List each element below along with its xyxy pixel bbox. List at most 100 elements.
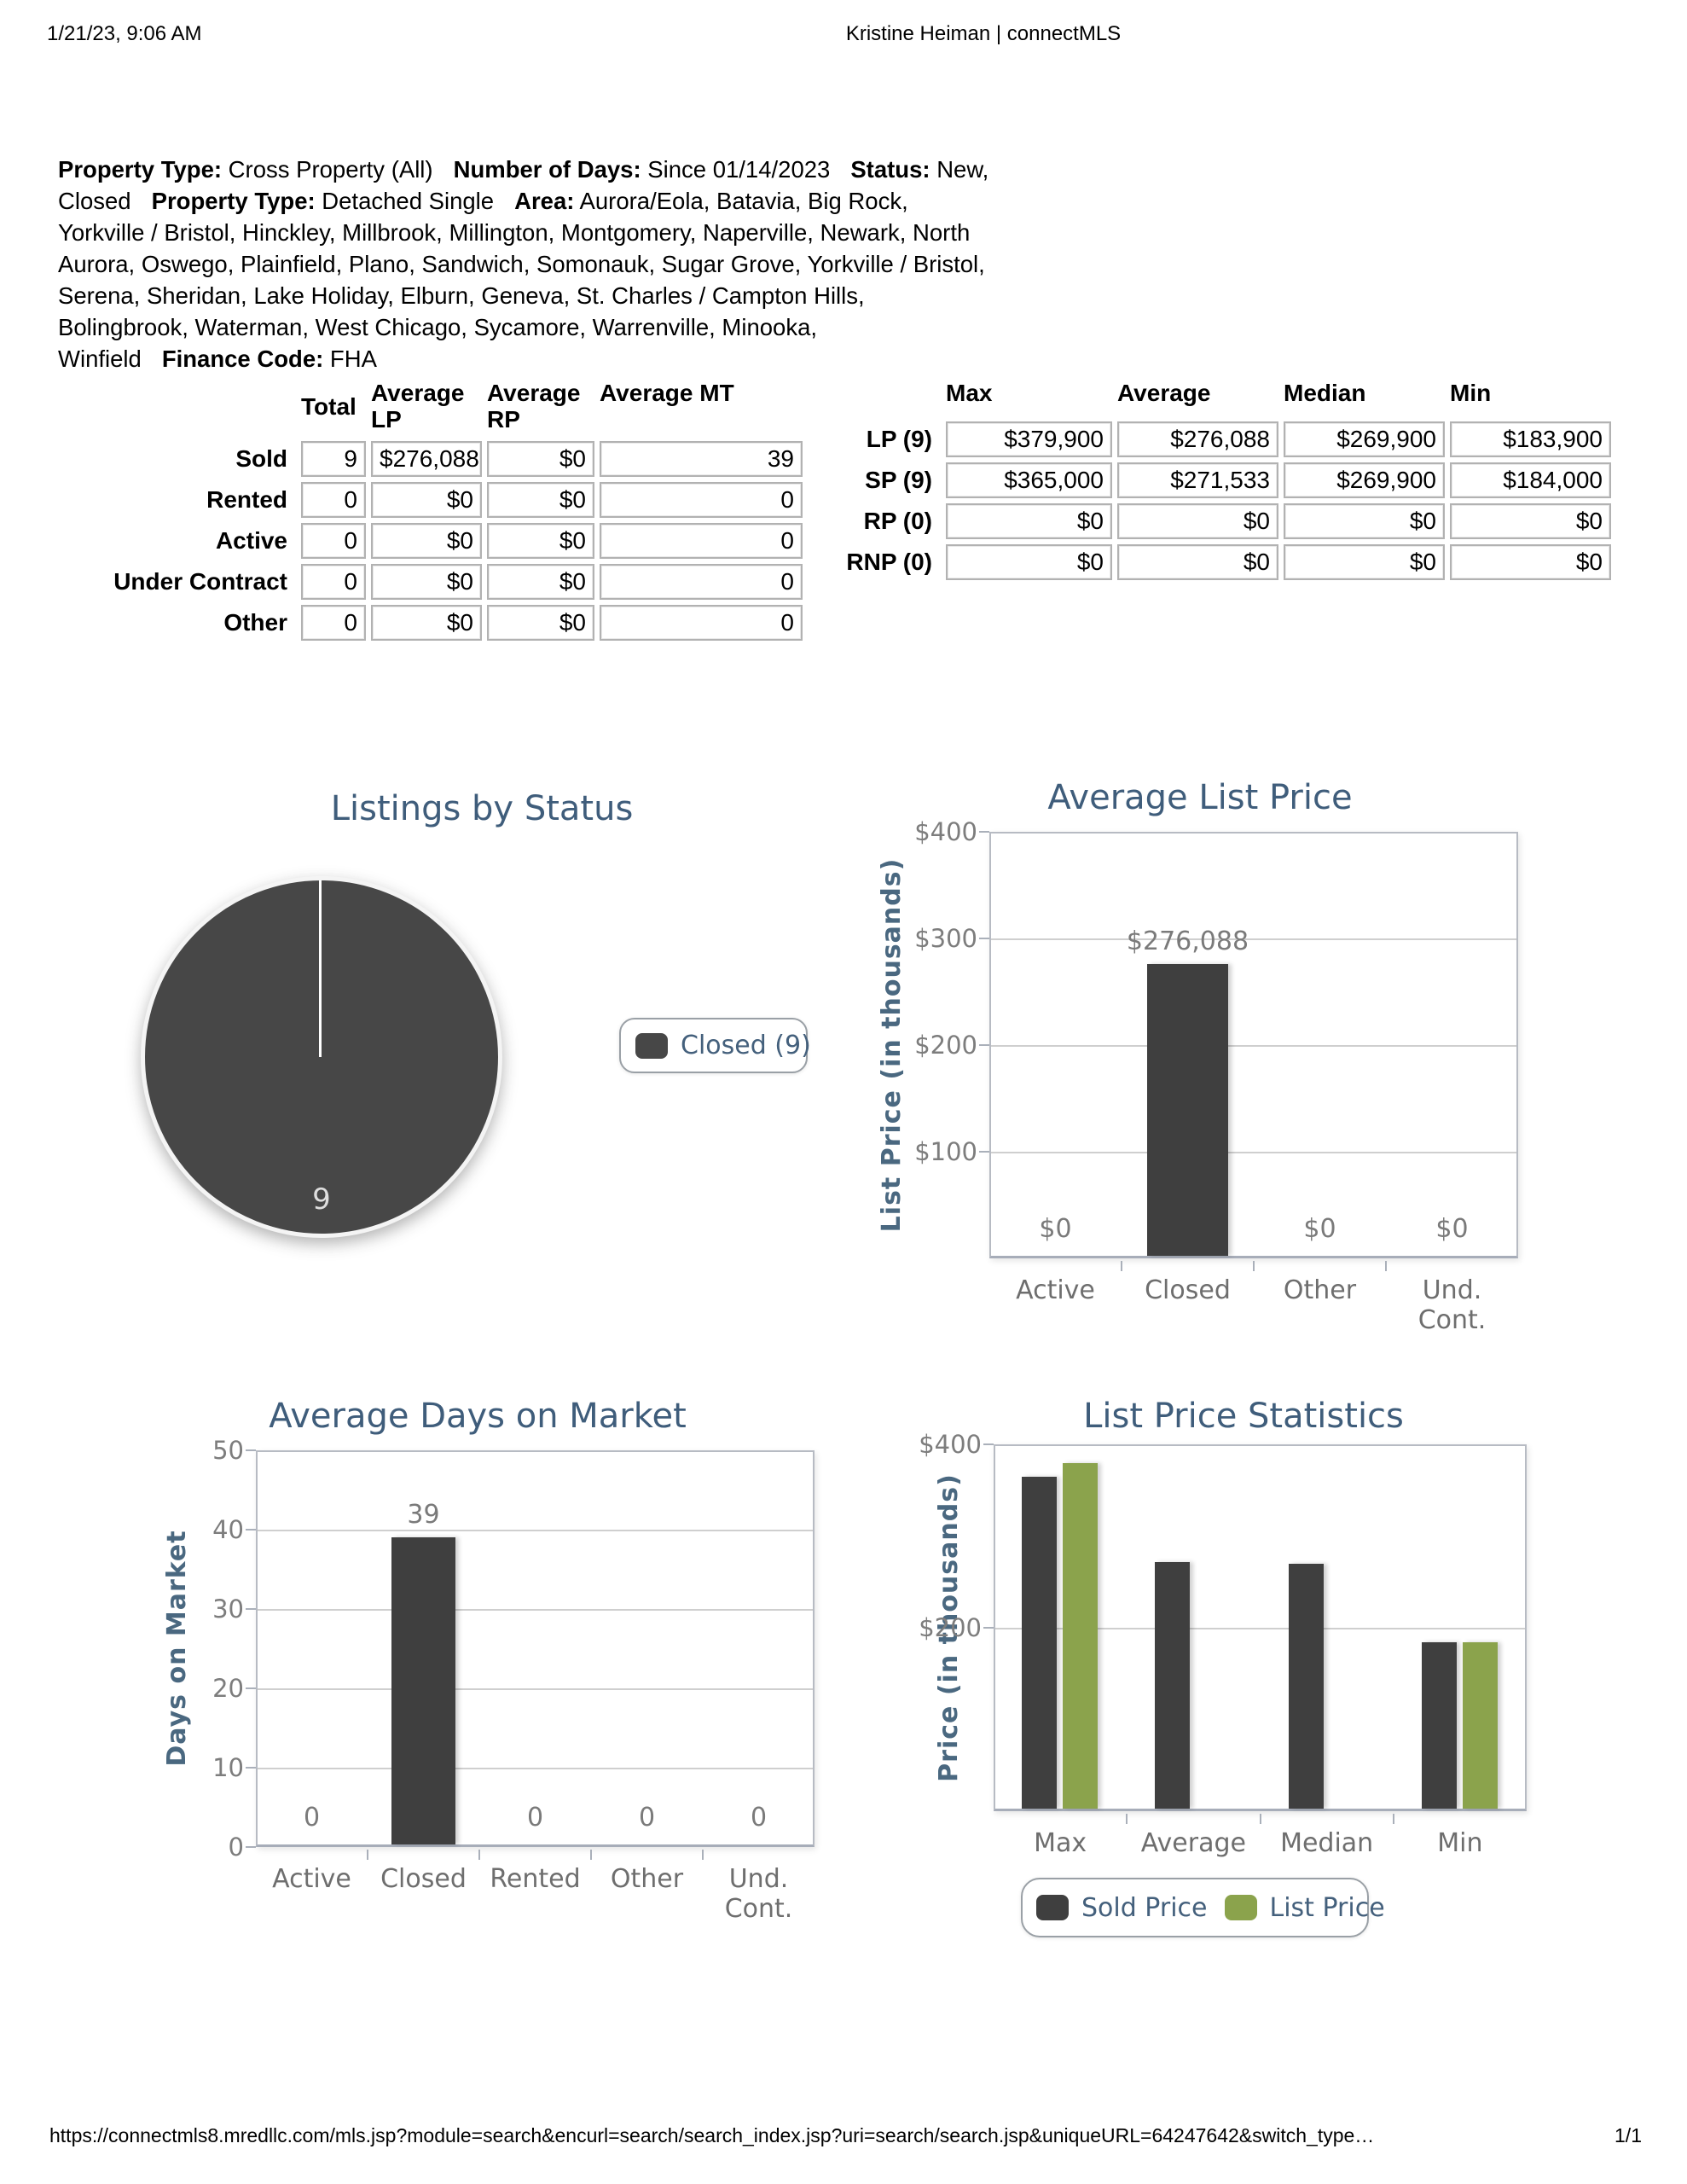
table-cell: $365,000: [946, 462, 1112, 498]
column-header: Average: [1117, 380, 1211, 406]
avg-days-on-market-y-axis-title: Days on Market: [162, 1530, 192, 1767]
table-corner: [64, 380, 296, 436]
table-cell: $276,088: [1117, 421, 1278, 457]
x-tick-mark: [367, 1850, 368, 1860]
gridline: [258, 1688, 813, 1690]
x-category-label: Und. Cont.: [1417, 1275, 1487, 1335]
table-cell: $0: [487, 523, 594, 559]
gridline: [258, 1530, 813, 1531]
row-label: Other: [223, 609, 287, 636]
table-cell: 9: [301, 441, 366, 477]
table-cell: $0: [1284, 503, 1445, 539]
list-price-legend-swatch: [1224, 1895, 1257, 1920]
table-cell: 0: [301, 482, 366, 518]
criteria-label: Status:: [850, 156, 930, 183]
table-cell: 0: [600, 523, 803, 559]
row-label: Under Contract: [113, 568, 287, 595]
table-cell: 0: [301, 523, 366, 559]
bar-list-price: [1063, 1462, 1099, 1809]
x-tick-mark: [1253, 1261, 1255, 1271]
x-category-label: Active: [1016, 1275, 1095, 1305]
criteria-segment: Number of Days: Since 01/14/2023: [454, 156, 831, 183]
column-header: Average RP: [487, 380, 581, 433]
column-header: Total: [301, 392, 357, 420]
table-cell: $0: [487, 441, 594, 477]
pie-slice-divider: [319, 880, 322, 1057]
table-cell: $269,900: [1284, 462, 1445, 498]
avg-days-on-market-title: Average Days on Market: [269, 1397, 687, 1436]
y-tick-mark: [246, 1529, 256, 1531]
closed-legend-swatch: [635, 1032, 668, 1059]
x-category-label: Active: [272, 1864, 351, 1894]
table-cell: $0: [946, 544, 1112, 580]
list-price-stats-legend: Sold Price List Price: [1021, 1878, 1385, 1937]
x-tick-mark: [1126, 1814, 1128, 1824]
table-cell: $269,900: [1284, 421, 1445, 457]
row-label: SP (9): [865, 467, 932, 493]
row-label: LP (9): [866, 426, 932, 452]
y-tick-mark: [983, 1627, 994, 1629]
criteria-value: Since 01/14/2023: [647, 156, 831, 183]
table-cell: 0: [600, 564, 803, 600]
plot-area: [994, 1444, 1527, 1811]
table-cell: $0: [371, 605, 482, 641]
print-date: 1/21/23, 9:06 AM: [47, 22, 202, 45]
y-tick-mark: [979, 1044, 989, 1046]
table-cell: $183,900: [1450, 421, 1611, 457]
y-tick-mark: [979, 1151, 989, 1153]
y-tick-mark: [246, 1608, 256, 1610]
y-tick-mark: [246, 1687, 256, 1689]
y-tick-mark: [979, 938, 989, 939]
table-cell: 0: [600, 605, 803, 641]
y-tick-mark: [979, 831, 989, 833]
criteria-value: Cross Property (All): [228, 156, 433, 183]
x-category-label: Median: [1280, 1828, 1374, 1858]
criteria-segment: Area: Aurora/Eola, Batavia, Big Rock, Yo…: [58, 188, 985, 372]
pie-chart-title: Listings by Status: [330, 789, 634, 828]
avg-list-price-y-axis-title: List Price (in thousands): [877, 857, 907, 1233]
table-cell: $0: [487, 482, 594, 518]
value-label: 0: [303, 1803, 321, 1833]
y-tick-mark: [246, 1846, 256, 1848]
list-price-legend-label: List Price: [1269, 1892, 1385, 1923]
criteria-label: Number of Days:: [453, 156, 641, 183]
table-cell: $271,533: [1117, 462, 1278, 498]
value-label: $276,088: [1126, 926, 1249, 956]
column-header: Max: [946, 380, 993, 406]
bar-closed: [391, 1537, 455, 1844]
table-cell: 39: [600, 441, 803, 477]
table-cell: $0: [1284, 544, 1445, 580]
x-tick-mark: [590, 1850, 592, 1860]
bar-list-price: [1462, 1642, 1498, 1809]
bar-sold-price: [1022, 1476, 1058, 1809]
x-tick-mark: [1121, 1261, 1122, 1271]
value-label: 0: [750, 1803, 768, 1833]
list-price-stats-title: List Price Statistics: [1083, 1397, 1404, 1436]
criteria-label: Property Type:: [58, 156, 223, 183]
plot-area: [989, 832, 1518, 1258]
criteria-segment: Finance Code: FHA: [162, 346, 377, 372]
x-tick-mark: [1259, 1814, 1261, 1824]
x-category-label: Other: [610, 1864, 684, 1894]
row-label: RP (0): [863, 508, 932, 534]
x-category-label: Average: [1140, 1828, 1246, 1858]
criteria-segment: Property Type: Cross Property (All): [58, 156, 433, 183]
table-cell: $0: [487, 605, 594, 641]
table-cell: $0: [371, 523, 482, 559]
gridline: [991, 1045, 1516, 1047]
value-label: $0: [1039, 1214, 1072, 1244]
bar-sold-price: [1155, 1562, 1191, 1809]
x-category-label: Max: [1034, 1828, 1087, 1858]
price-statistics-table: Max Average Median Min LP (9) $379,900 $276,08…: [840, 380, 1611, 580]
table-cell: $0: [487, 564, 594, 600]
x-category-label: Rented: [490, 1864, 581, 1894]
gridline: [258, 1768, 813, 1769]
pie-legend: Closed (9): [619, 1018, 811, 1073]
value-label: 39: [407, 1500, 440, 1531]
x-category-label: Min: [1437, 1828, 1483, 1858]
value-label: $0: [1303, 1214, 1336, 1244]
criteria-segment: Property Type: Detached Single: [152, 188, 494, 214]
criteria-label: Property Type:: [151, 188, 316, 214]
value-label: 0: [638, 1803, 656, 1833]
